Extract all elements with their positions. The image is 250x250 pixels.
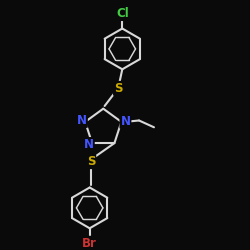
Text: N: N — [120, 115, 130, 128]
Text: Cl: Cl — [116, 7, 129, 20]
Text: S: S — [114, 82, 122, 95]
Text: Br: Br — [82, 237, 97, 250]
Text: N: N — [77, 114, 87, 127]
Text: S: S — [87, 155, 95, 168]
Text: N: N — [84, 138, 94, 151]
